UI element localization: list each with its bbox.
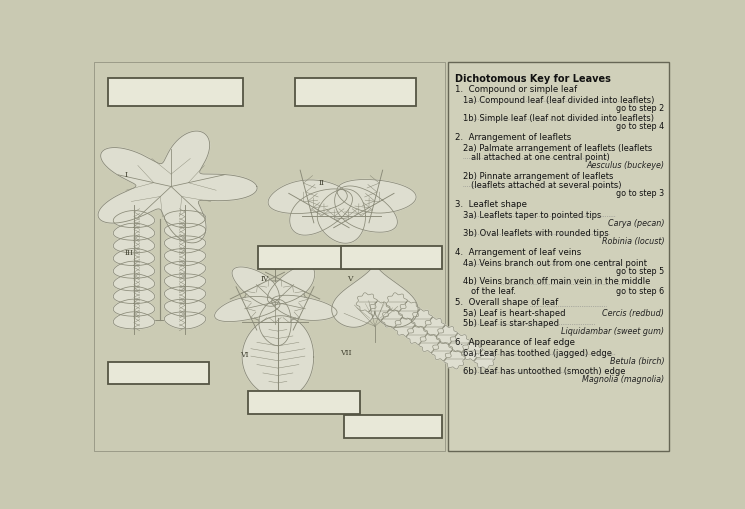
Polygon shape xyxy=(165,312,206,329)
Polygon shape xyxy=(431,342,452,361)
Polygon shape xyxy=(232,267,279,306)
Polygon shape xyxy=(437,325,457,345)
Polygon shape xyxy=(113,236,155,253)
Polygon shape xyxy=(113,211,155,228)
Bar xyxy=(107,78,243,106)
Bar xyxy=(448,62,669,451)
Polygon shape xyxy=(165,223,206,240)
Text: V: V xyxy=(347,275,352,282)
Polygon shape xyxy=(419,333,440,353)
Text: go to step 5: go to step 5 xyxy=(616,267,664,276)
Polygon shape xyxy=(393,317,415,336)
Text: IV: IV xyxy=(261,275,269,282)
Polygon shape xyxy=(165,287,206,303)
Text: (leaflets attached at several points): (leaflets attached at several points) xyxy=(471,181,621,190)
Polygon shape xyxy=(267,265,314,304)
Text: 5b) Leaf is star-shaped: 5b) Leaf is star-shaped xyxy=(463,319,559,328)
Text: go to step 2: go to step 2 xyxy=(616,104,664,113)
Text: Betula (birch): Betula (birch) xyxy=(609,357,664,366)
Polygon shape xyxy=(448,333,470,353)
Polygon shape xyxy=(113,223,155,240)
Text: 3b) Oval leaflets with rounded tips: 3b) Oval leaflets with rounded tips xyxy=(463,230,609,238)
Text: Dichotomous Key for Leaves: Dichotomous Key for Leaves xyxy=(454,74,610,83)
Polygon shape xyxy=(113,299,155,316)
Polygon shape xyxy=(268,180,347,213)
Text: 1a) Compound leaf (leaf divided into leaflets): 1a) Compound leaf (leaf divided into lea… xyxy=(463,96,655,105)
Text: of the leaf.: of the leaf. xyxy=(471,287,516,296)
Polygon shape xyxy=(272,295,337,321)
Text: 1.  Compound or simple leaf: 1. Compound or simple leaf xyxy=(454,86,577,94)
Polygon shape xyxy=(369,301,390,320)
Polygon shape xyxy=(113,261,155,278)
Text: 2a) Palmate arrangement of leaflets (leaflets: 2a) Palmate arrangement of leaflets (lea… xyxy=(463,144,653,153)
Polygon shape xyxy=(356,293,378,312)
Polygon shape xyxy=(424,317,445,336)
Polygon shape xyxy=(335,186,397,232)
Text: go to step 3: go to step 3 xyxy=(616,189,664,198)
Text: 4.  Arrangement of leaf veins: 4. Arrangement of leaf veins xyxy=(454,248,581,258)
Polygon shape xyxy=(165,274,206,291)
Text: 2.  Arrangement of leaflets: 2. Arrangement of leaflets xyxy=(454,133,571,143)
Polygon shape xyxy=(474,350,495,369)
Polygon shape xyxy=(386,293,408,312)
Polygon shape xyxy=(444,350,465,369)
Text: Cercis (redbud): Cercis (redbud) xyxy=(602,309,664,318)
Text: I: I xyxy=(125,171,128,179)
Text: II: II xyxy=(318,179,324,187)
Bar xyxy=(341,246,443,269)
Polygon shape xyxy=(411,309,433,328)
Polygon shape xyxy=(215,296,280,322)
Text: III: III xyxy=(125,249,134,257)
Polygon shape xyxy=(259,299,291,346)
Polygon shape xyxy=(242,316,314,398)
Text: Aesculus (buckeye): Aesculus (buckeye) xyxy=(586,161,664,171)
Polygon shape xyxy=(113,274,155,291)
Polygon shape xyxy=(332,262,418,327)
Bar xyxy=(258,246,358,269)
Polygon shape xyxy=(165,299,206,316)
Text: Carya (pecan): Carya (pecan) xyxy=(608,219,664,228)
Polygon shape xyxy=(399,301,420,320)
Polygon shape xyxy=(98,131,257,243)
Polygon shape xyxy=(165,248,206,266)
Polygon shape xyxy=(113,248,155,266)
Text: 6b) Leaf has untoothed (smooth) edge: 6b) Leaf has untoothed (smooth) edge xyxy=(463,367,626,376)
Text: go to step 6: go to step 6 xyxy=(616,287,664,296)
Bar xyxy=(295,78,416,106)
Text: 3.  Leaflet shape: 3. Leaflet shape xyxy=(454,201,527,209)
Text: all attached at one central point): all attached at one central point) xyxy=(471,154,609,162)
Text: Liquidambar (sweet gum): Liquidambar (sweet gum) xyxy=(561,327,664,336)
Bar xyxy=(248,391,361,414)
Polygon shape xyxy=(165,211,206,228)
Polygon shape xyxy=(317,189,366,243)
Text: go to step 4: go to step 4 xyxy=(616,122,664,131)
Polygon shape xyxy=(290,189,352,235)
Bar xyxy=(95,62,446,451)
Polygon shape xyxy=(381,309,402,328)
Text: 6a) Leaf has toothed (jagged) edge: 6a) Leaf has toothed (jagged) edge xyxy=(463,349,612,358)
Polygon shape xyxy=(165,236,206,253)
Polygon shape xyxy=(461,342,483,361)
Text: Robinia (locust): Robinia (locust) xyxy=(601,237,664,246)
Text: VII: VII xyxy=(340,349,352,357)
Text: 5a) Leaf is heart-shaped: 5a) Leaf is heart-shaped xyxy=(463,309,565,318)
Bar xyxy=(107,362,209,384)
Polygon shape xyxy=(165,261,206,278)
Text: 4a) Veins branch out from one central point: 4a) Veins branch out from one central po… xyxy=(463,259,647,268)
Polygon shape xyxy=(113,312,155,329)
Text: 6.  Appearance of leaf edge: 6. Appearance of leaf edge xyxy=(454,338,574,347)
Text: 3a) Leaflets taper to pointed tips: 3a) Leaflets taper to pointed tips xyxy=(463,211,602,220)
Text: 4b) Veins branch off main vein in the middle: 4b) Veins branch off main vein in the mi… xyxy=(463,277,650,287)
Text: 5.  Overall shape of leaf: 5. Overall shape of leaf xyxy=(454,298,558,307)
Polygon shape xyxy=(406,325,428,345)
Bar xyxy=(344,415,443,438)
Polygon shape xyxy=(113,287,155,303)
Polygon shape xyxy=(337,180,416,213)
Text: 1b) Simple leaf (leaf not divided into leaflets): 1b) Simple leaf (leaf not divided into l… xyxy=(463,115,654,123)
Text: VI: VI xyxy=(241,351,249,359)
Text: Magnolia (magnolia): Magnolia (magnolia) xyxy=(582,375,664,384)
Text: 2b) Pinnate arrangement of leaflets: 2b) Pinnate arrangement of leaflets xyxy=(463,172,614,181)
